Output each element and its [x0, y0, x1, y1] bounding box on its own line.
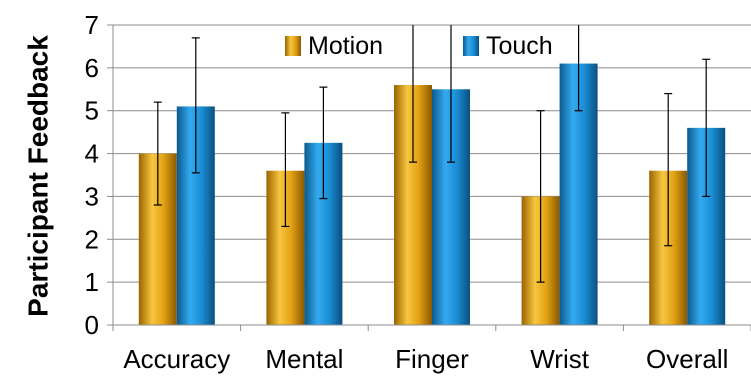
y-tick-label: 4: [85, 139, 99, 169]
y-tick-label: 1: [85, 267, 99, 297]
y-tick-label: 6: [85, 53, 99, 83]
legend-swatch-touch: [463, 36, 479, 56]
y-tick-label: 5: [85, 96, 99, 126]
y-tick-label: 2: [85, 224, 99, 254]
x-category-label: Wrist: [530, 344, 590, 374]
y-tick-label: 3: [85, 181, 99, 211]
y-tick-label: 0: [85, 310, 99, 340]
legend-swatch-motion: [285, 36, 301, 56]
x-category-label: Overall: [646, 344, 728, 374]
legend-label-motion: Motion: [308, 32, 383, 60]
y-axis-title: Participant Feedback: [22, 35, 53, 317]
y-tick-label: 7: [85, 10, 99, 40]
bars: [138, 63, 726, 326]
x-category-label: Finger: [395, 344, 469, 374]
x-category-label: Accuracy: [123, 344, 230, 374]
x-category-label: Mental: [265, 344, 343, 374]
legend-label-touch: Touch: [486, 32, 553, 60]
error-bars: [153, 25, 711, 283]
legend: Motion Touch: [285, 32, 553, 60]
axes: 0 1 2 3 4 5 6 7 Accuracy Mental Finger Wrist Overall: [85, 10, 751, 374]
